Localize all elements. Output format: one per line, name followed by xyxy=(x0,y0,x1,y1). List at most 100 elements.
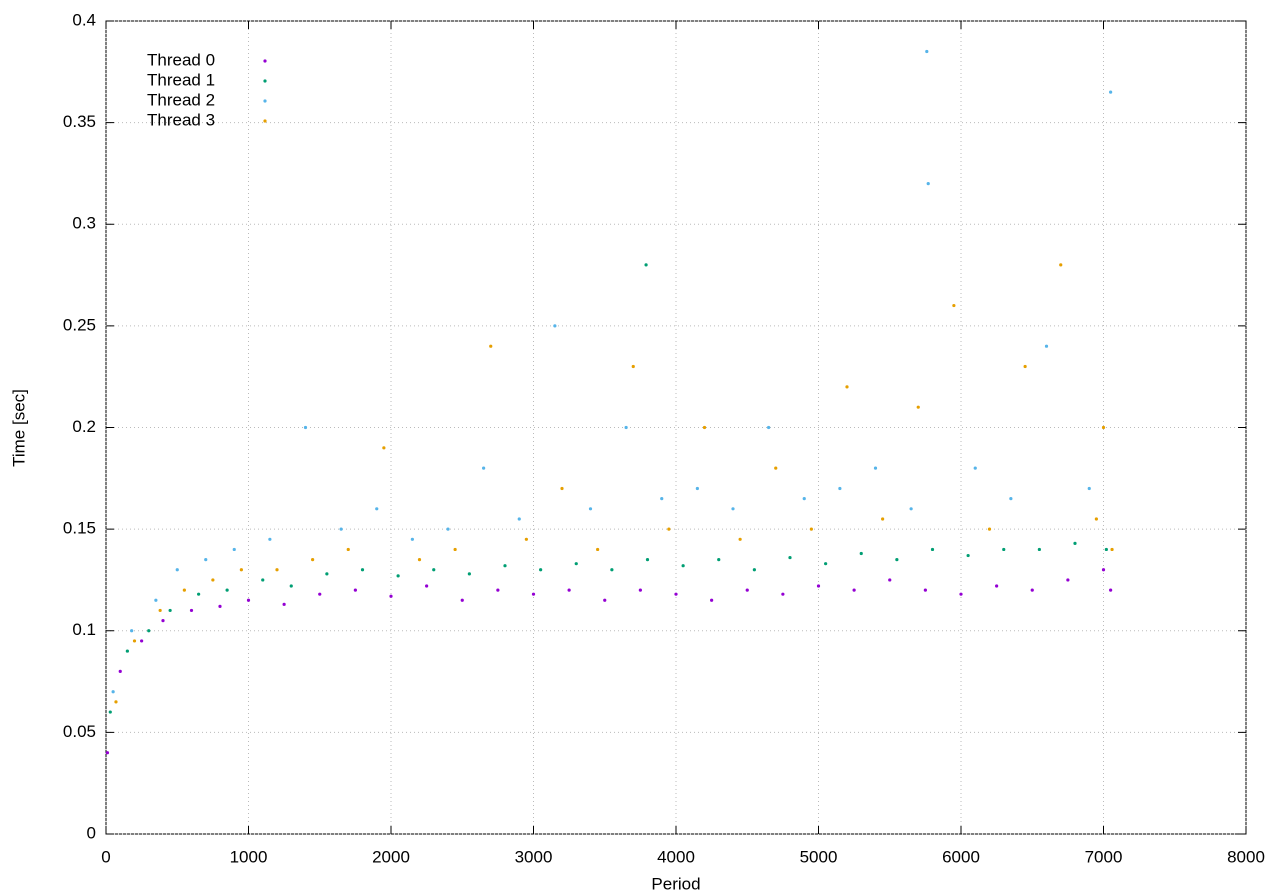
point xyxy=(147,629,151,633)
point xyxy=(925,49,929,54)
point xyxy=(567,588,571,592)
point xyxy=(375,507,379,511)
point xyxy=(108,710,112,714)
point xyxy=(140,639,144,643)
point xyxy=(225,588,229,592)
y-tick-label: 0.2 xyxy=(72,417,96,436)
point xyxy=(482,466,486,470)
point xyxy=(745,588,749,592)
point xyxy=(346,547,350,552)
point xyxy=(1044,344,1049,348)
point xyxy=(767,425,771,430)
point xyxy=(539,568,543,572)
point xyxy=(631,364,635,369)
point xyxy=(105,751,110,755)
point xyxy=(239,568,243,572)
point xyxy=(496,588,500,592)
point xyxy=(674,592,678,596)
point xyxy=(752,568,756,572)
point xyxy=(731,507,735,511)
point xyxy=(916,405,920,409)
point xyxy=(973,466,977,470)
x-tick-label: 1000 xyxy=(230,847,268,866)
point xyxy=(467,572,471,576)
point xyxy=(809,527,813,531)
point xyxy=(360,568,365,572)
point xyxy=(168,608,172,613)
y-tick-label: 0.1 xyxy=(72,620,96,639)
legend-label: Thread 3 xyxy=(147,110,215,129)
point xyxy=(959,592,963,596)
point xyxy=(1109,588,1113,592)
point xyxy=(211,578,215,582)
point xyxy=(111,690,115,694)
point xyxy=(282,602,286,606)
point xyxy=(1002,547,1006,552)
point xyxy=(1104,547,1108,552)
point xyxy=(289,584,293,588)
point xyxy=(966,553,970,558)
x-axis-label: Period xyxy=(651,874,700,893)
point xyxy=(895,558,899,562)
point xyxy=(460,598,464,602)
point xyxy=(158,608,162,613)
point xyxy=(524,537,528,541)
point xyxy=(261,578,265,582)
y-tick-label: 0.05 xyxy=(63,722,96,741)
y-tick-label: 0.4 xyxy=(72,10,96,29)
point xyxy=(353,588,357,592)
point xyxy=(560,486,564,491)
point xyxy=(802,497,806,501)
point xyxy=(531,592,536,596)
point xyxy=(923,588,927,592)
x-tick-label: 2000 xyxy=(372,847,410,866)
point xyxy=(638,588,642,592)
point xyxy=(389,594,393,598)
point xyxy=(382,446,386,450)
point xyxy=(325,572,329,576)
point xyxy=(881,517,885,521)
point xyxy=(396,574,400,578)
point xyxy=(774,466,778,470)
point xyxy=(588,507,593,511)
point xyxy=(995,584,999,588)
point xyxy=(432,568,436,572)
y-axis-label: Time [sec] xyxy=(9,389,28,467)
point xyxy=(610,568,614,572)
point xyxy=(114,700,118,704)
point xyxy=(1023,364,1027,369)
point xyxy=(1037,547,1041,552)
legend-marker xyxy=(263,99,267,103)
point xyxy=(888,578,892,582)
x-tick-label: 7000 xyxy=(1085,847,1123,866)
point xyxy=(695,486,699,491)
point xyxy=(824,562,828,566)
legend-label: Thread 0 xyxy=(147,50,215,69)
point xyxy=(603,598,607,602)
point xyxy=(738,537,742,541)
point xyxy=(909,507,913,511)
point xyxy=(788,555,792,560)
y-tick-label: 0.3 xyxy=(72,214,96,233)
point xyxy=(710,598,714,602)
point xyxy=(1059,263,1063,267)
point xyxy=(417,558,422,562)
point xyxy=(197,592,201,596)
point xyxy=(1101,568,1106,572)
point xyxy=(1110,547,1114,552)
point xyxy=(182,588,186,592)
point xyxy=(232,547,236,552)
point xyxy=(645,558,650,562)
legend-marker xyxy=(263,59,267,63)
point xyxy=(845,385,849,389)
point xyxy=(987,527,992,531)
point xyxy=(574,562,578,566)
point xyxy=(681,564,685,568)
point xyxy=(318,592,322,596)
point xyxy=(275,568,279,572)
x-tick-label: 5000 xyxy=(800,847,838,866)
point xyxy=(303,425,308,430)
point xyxy=(154,598,158,602)
legend-label: Thread 1 xyxy=(147,70,215,89)
legend-label: Thread 2 xyxy=(147,90,215,109)
